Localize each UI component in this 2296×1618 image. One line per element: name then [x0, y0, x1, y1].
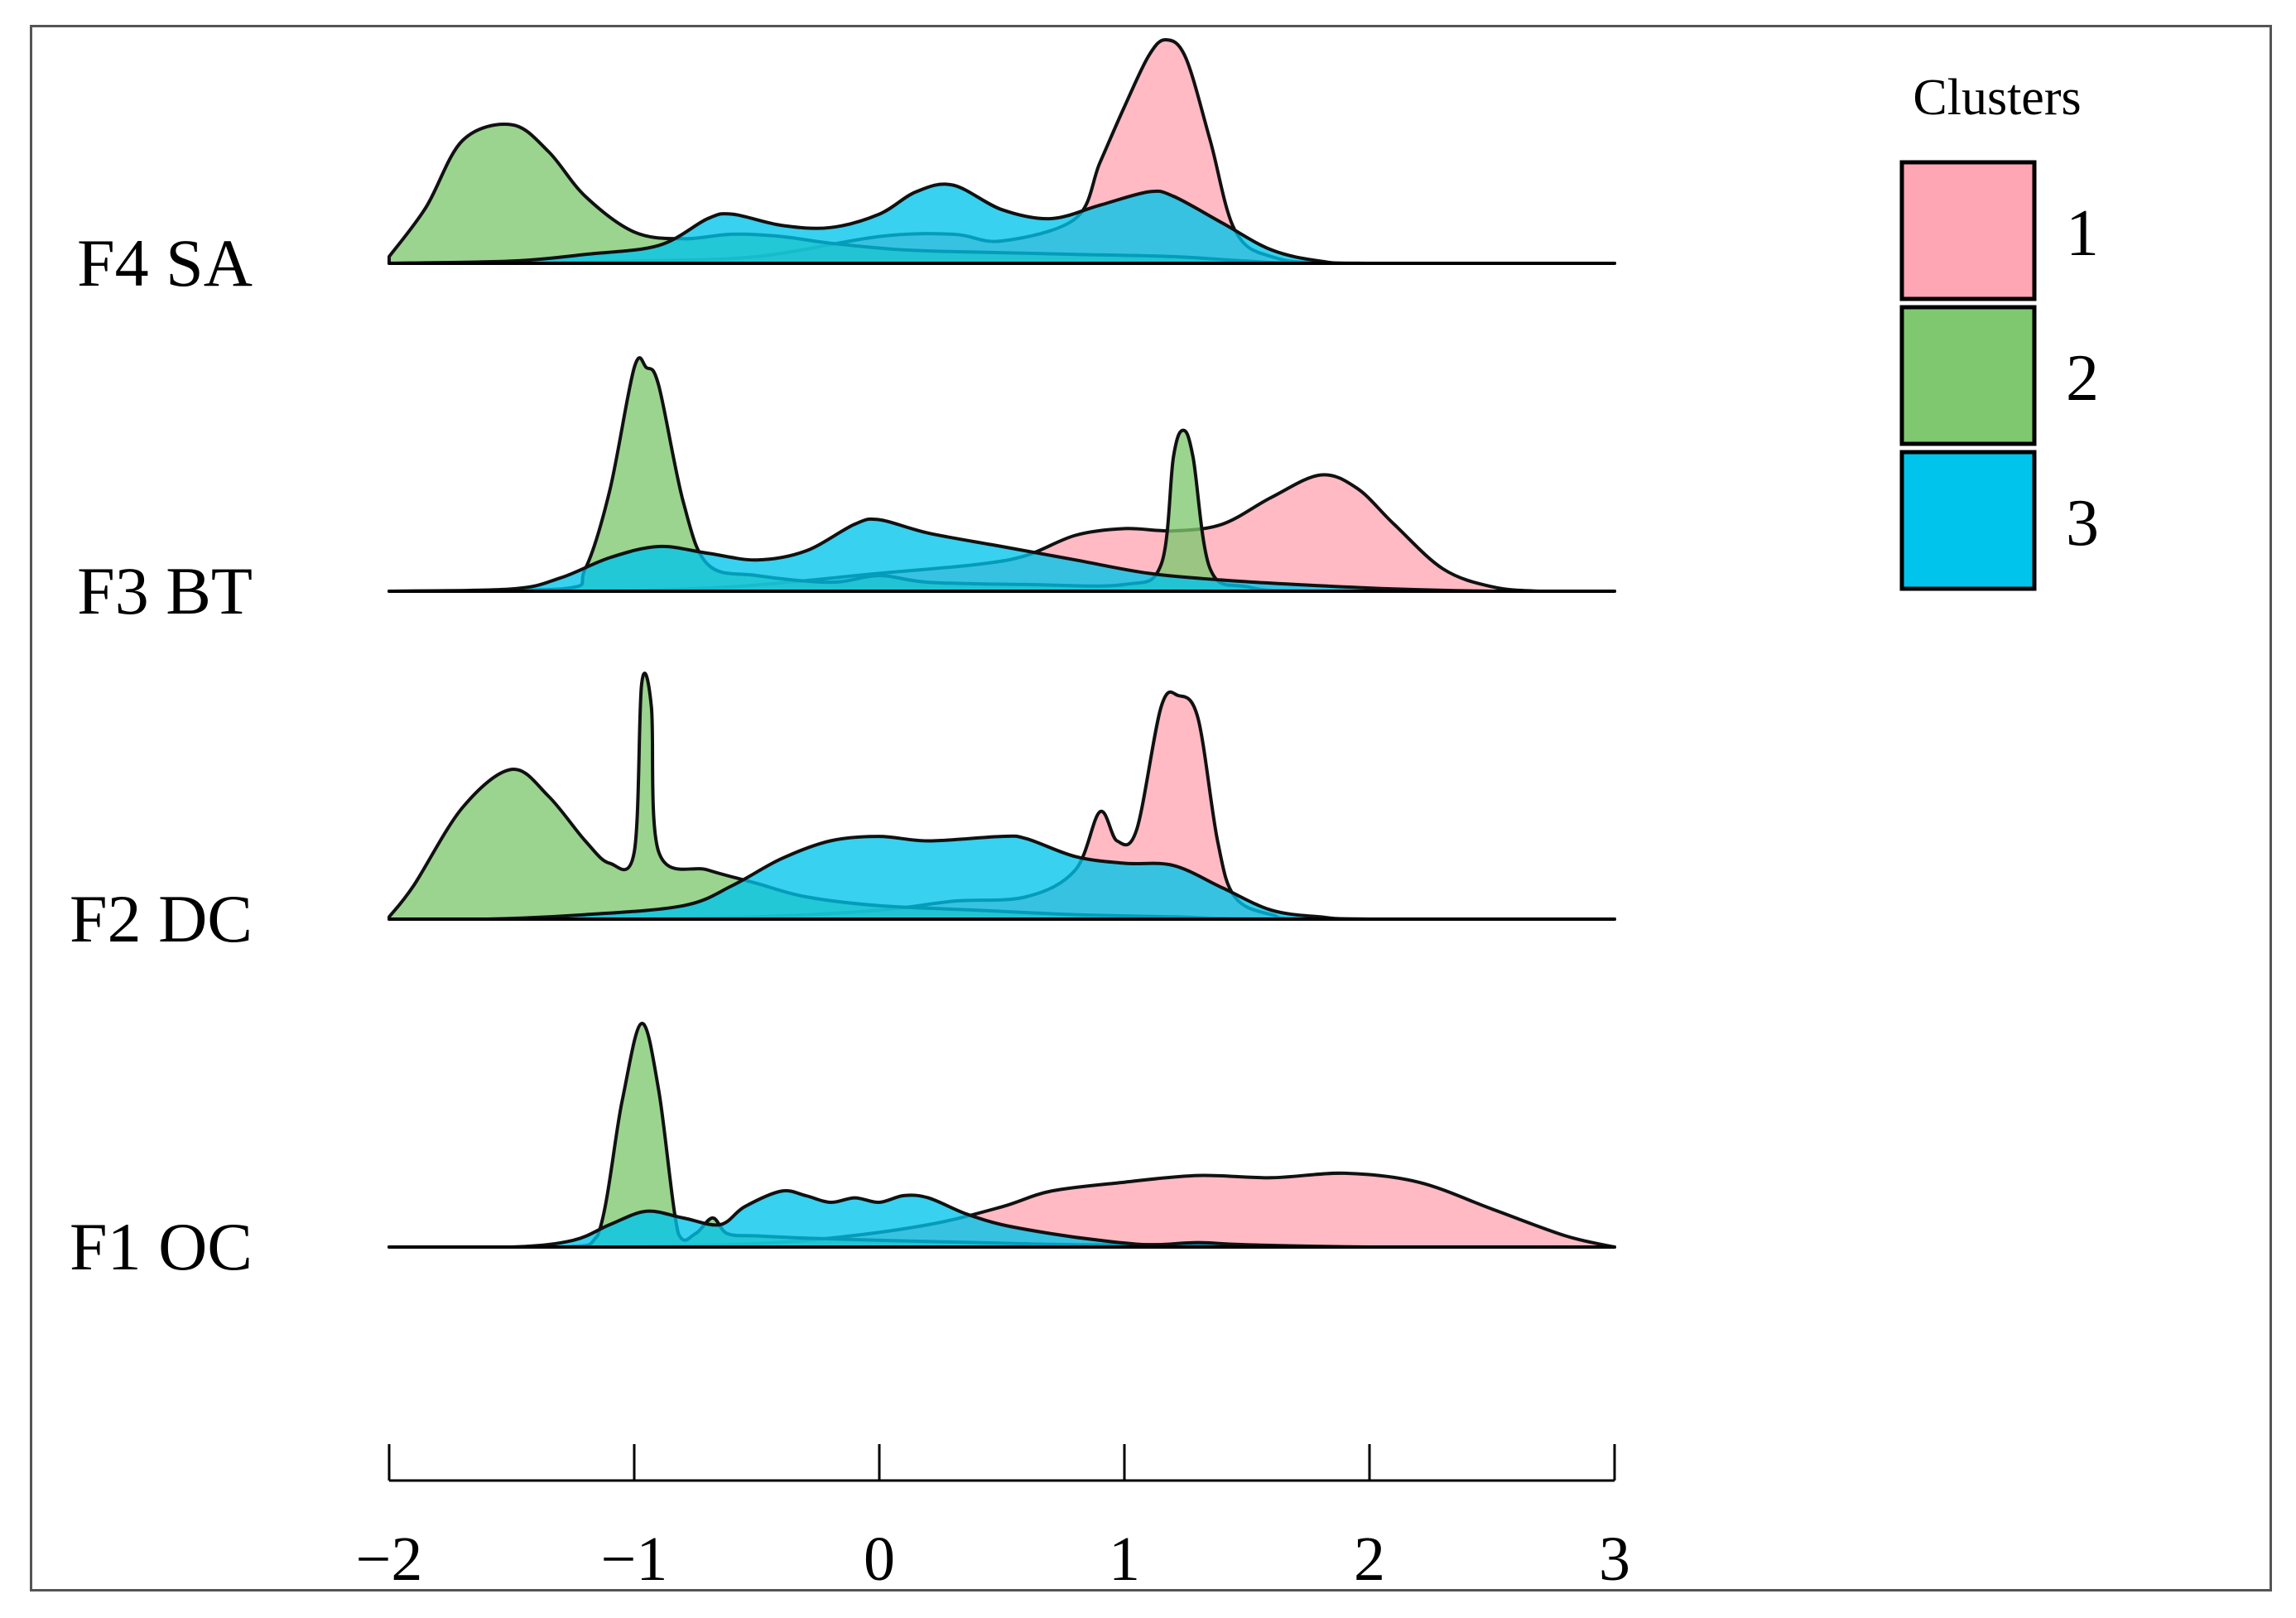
baseline-layer — [389, 262, 1615, 1249]
density-layer — [387, 38, 1616, 1250]
density-f1-oc-cluster-3 — [387, 1189, 1616, 1250]
row-label-f2-dc: F2 DC — [70, 881, 253, 956]
density-f2-dc-cluster-3 — [387, 834, 1616, 922]
legend-swatch-cluster-3 — [1899, 450, 2037, 591]
legend-label-cluster-2: 2 — [2066, 342, 2099, 415]
x-tick-label: −1 — [601, 1524, 668, 1594]
row-label-f3-bt: F3 BT — [77, 553, 253, 628]
x-ticks — [387, 1444, 1616, 1481]
x-tick-label: 1 — [1109, 1524, 1140, 1594]
density-f3-bt-cluster-3 — [387, 517, 1616, 594]
row-labels: F4 SA F3 BT F2 DC F1 OC — [70, 225, 253, 1284]
legend-title: Clusters — [1913, 70, 2081, 126]
x-tick-label: 2 — [1354, 1524, 1385, 1594]
x-tick-label: −2 — [356, 1524, 423, 1594]
legend-swatch-cluster-1 — [1899, 160, 2037, 301]
x-tick-label: 0 — [864, 1524, 895, 1594]
x-tick-label: 3 — [1599, 1524, 1630, 1594]
density-f4-sa-cluster-3 — [387, 182, 1616, 266]
x-axis: −2 −1 0 1 2 3 — [356, 1444, 1630, 1594]
legend-label-cluster-1: 1 — [2066, 197, 2099, 270]
row-label-f1-oc: F1 OC — [70, 1209, 253, 1284]
legend: Clusters 1 2 3 — [1899, 70, 2099, 591]
plot-frame — [30, 25, 2272, 1592]
row-label-f4-sa: F4 SA — [77, 225, 253, 301]
legend-label-cluster-3: 3 — [2066, 487, 2099, 560]
legend-swatch-cluster-2 — [1899, 305, 2037, 446]
